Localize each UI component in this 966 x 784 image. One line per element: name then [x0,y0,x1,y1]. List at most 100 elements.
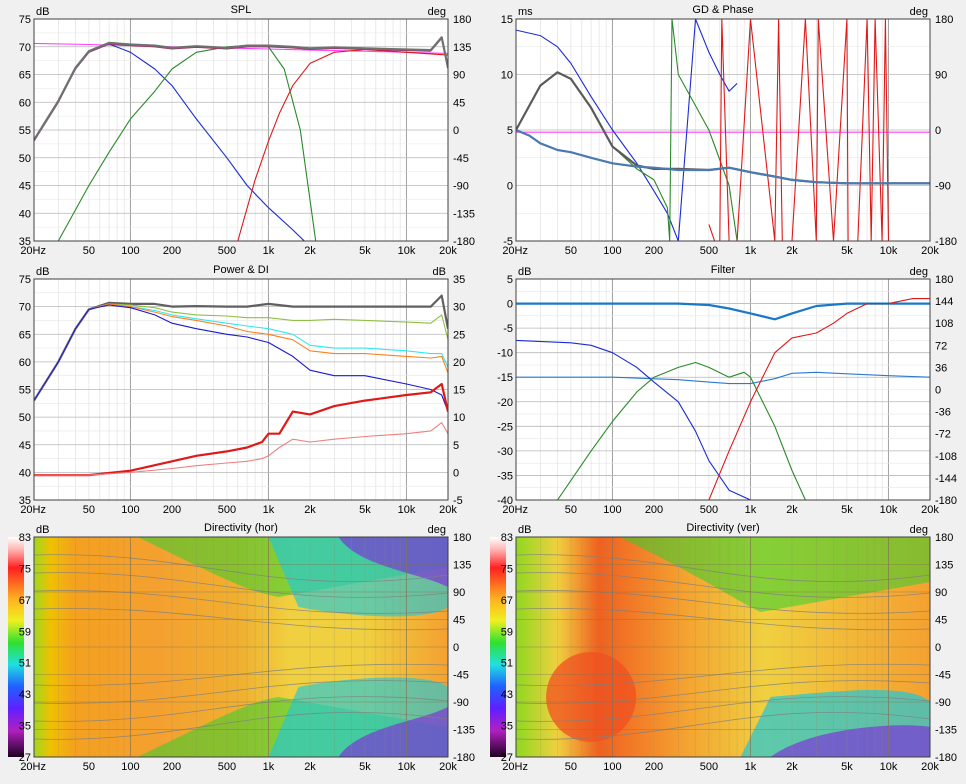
y-right-tick-label: -72 [935,429,951,441]
left-unit: dB [36,6,49,18]
colorbar-tick: 51 [19,658,31,670]
y-tick-label: 65 [19,70,31,82]
y-right-tick-label: 25 [453,329,465,341]
y-right-tick-label: 135 [935,560,953,572]
plot-frame [33,18,449,242]
x-tick-label: 500 [218,761,236,773]
x-tick-label: 50 [83,504,95,516]
plot-frame [515,278,931,501]
y-right-tick-label: -90 [453,697,469,709]
x-tick-label: 20Hz [20,245,46,257]
y-right-tick-label: 0 [935,385,941,397]
y-right-tick-label: -90 [453,181,469,193]
y-right-tick-label: -144 [935,473,957,485]
x-tick-label: 2k [304,761,316,773]
colorbar-tick: 67 [19,595,31,607]
colorbar-tick: 67 [501,595,513,607]
x-tick-label: 2k [786,761,798,773]
y-right-tick-label: 5 [453,440,459,452]
series-line-4 [708,298,930,500]
x-tick-label: 20Hz [20,761,46,773]
x-tick-label: 100 [603,504,621,516]
y-right-tick-label: 108 [935,318,953,330]
contour-line [515,554,931,583]
y-right-tick-label: -108 [935,451,957,463]
panel-title: Directivity (hor) [204,522,278,534]
left-unit: ms [518,6,533,18]
y-right-tick-label: 180 [935,532,953,544]
x-tick-label: 500 [218,245,236,257]
y-right-tick-label: 35 [453,274,465,286]
y-right-tick-label: -90 [935,181,951,193]
y-tick-label: 55 [19,385,31,397]
y-right-tick-label: 45 [453,615,465,627]
y-tick-label: 45 [19,440,31,452]
y-right-tick-label: 144 [935,296,953,308]
colorbar-tick: 35 [19,721,31,733]
x-tick-label: 20k [439,761,457,773]
y-tick-label: 60 [19,357,31,369]
y-right-tick-label: -180 [935,752,957,764]
y-tick-label: 55 [19,125,31,137]
colorbar-tick: 75 [501,563,513,575]
x-tick-label: 500 [700,245,718,257]
colorbar-tick: 27 [19,752,31,764]
x-tick-label: 50 [565,761,577,773]
series-group [516,298,930,500]
panel-dirv: Directivity (ver) dB deg 83 75 67 59 51 43 35 27 18… [490,522,957,773]
x-tick-label: 10k [398,504,416,516]
series-line-2 [516,339,751,500]
x-tick-label: 5k [359,761,371,773]
upper-lobe [619,537,930,612]
right-unit: deg [428,524,446,536]
x-tick-label: 20Hz [20,504,46,516]
panel-title: Directivity (ver) [686,522,759,534]
x-tick-label: 20k [921,761,939,773]
y-right-tick-label: -5 [453,495,463,507]
x-tick-label: 10k [880,245,898,257]
y-tick-label: 75 [19,14,31,26]
x-tick-label: 100 [603,245,621,257]
x-tick-label: 1k [263,761,275,773]
x-tick-label: 200 [645,504,663,516]
series-line-5 [34,382,448,477]
x-tick-label: 1k [263,245,275,257]
x-tick-label: 200 [645,245,663,257]
y-tick-label: 50 [19,153,31,165]
y-right-tick-label: -180 [935,236,957,248]
y-tick-label: 15 [501,14,513,26]
x-tick-label: 20Hz [502,245,528,257]
y-right-tick-label: 15 [453,385,465,397]
y-right-tick-label: 135 [453,560,471,572]
contour-line [515,711,931,740]
x-tick-label: 1k [745,245,757,257]
contour-line [33,554,449,583]
panel-title: Filter [711,264,736,276]
series-group [516,19,930,241]
y-right-tick-label: -45 [453,670,469,682]
y-right-tick-label: 90 [453,587,465,599]
y-tick-label: 70 [19,302,31,314]
panel-title: Power & DI [213,264,269,276]
y-right-tick-label: 90 [935,70,947,82]
y-right-tick-label: 0 [453,125,459,137]
series-line-1 [516,19,738,241]
panel-title: GD & Phase [692,4,753,16]
x-tick-label: 100 [121,761,139,773]
y-tick-label: -40 [497,495,513,507]
contour-line [33,711,449,740]
y-tick-label: -5 [503,323,513,335]
y-tick-label: 75 [19,274,31,286]
left-unit: dB [36,266,49,278]
colorbar-tick: 83 [501,532,513,544]
colorbar-tick: 83 [19,532,31,544]
contour-line [515,696,931,722]
x-tick-label: 500 [700,761,718,773]
y-tick-label: 0 [507,299,513,311]
series-group [34,294,448,477]
y-right-tick-label: -180 [935,495,957,507]
x-tick-label: 2k [304,245,316,257]
x-tick-label: 10k [398,245,416,257]
x-tick-label: 200 [645,761,663,773]
